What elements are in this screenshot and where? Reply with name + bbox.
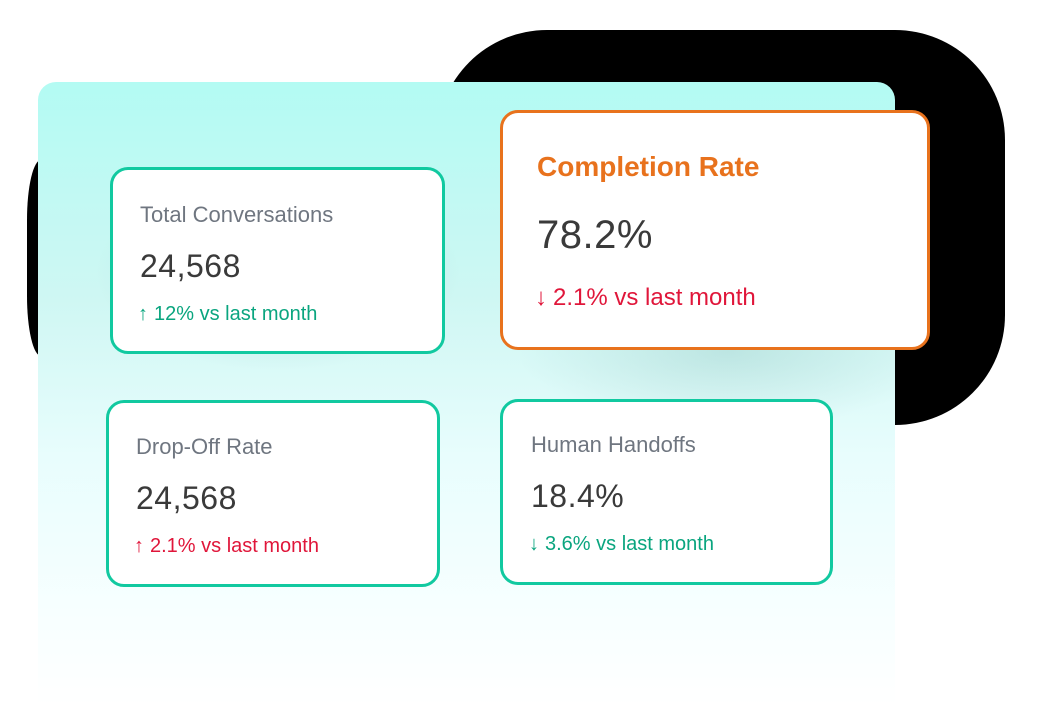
metric-card-completion-rate[interactable]: Completion Rate 78.2% ↓ 2.1% vs last mont… xyxy=(500,110,930,350)
metric-card-human-handoffs[interactable]: Human Handoffs 18.4% ↓ 3.6% vs last month xyxy=(500,399,833,585)
metric-delta-text: 12% vs last month xyxy=(154,303,318,325)
metric-title: Human Handoffs xyxy=(531,432,696,457)
metric-delta-text: 2.1% vs last month xyxy=(553,284,756,311)
arrow-down-icon: ↓ xyxy=(535,284,547,311)
metric-delta: ↑ 2.1% vs last month xyxy=(134,535,319,558)
metric-value: 24,568 xyxy=(136,480,237,516)
metric-delta-text: 3.6% vs last month xyxy=(545,533,714,555)
arrow-up-icon: ↑ xyxy=(138,303,148,325)
metric-title: Drop-Off Rate xyxy=(136,434,273,459)
metric-value: 78.2% xyxy=(537,213,653,257)
arrow-down-icon: ↓ xyxy=(529,533,539,555)
metric-value: 18.4% xyxy=(531,478,625,514)
metric-delta: ↑ 12% vs last month xyxy=(138,303,317,326)
arrow-up-icon: ↑ xyxy=(134,535,144,557)
metric-delta-text: 2.1% vs last month xyxy=(150,535,319,557)
metric-card-drop-off-rate[interactable]: Drop-Off Rate 24,568 ↑ 2.1% vs last month xyxy=(106,400,440,587)
metric-card-total-conversations[interactable]: Total Conversations 24,568 ↑ 12% vs last … xyxy=(110,167,445,354)
metric-delta: ↓ 3.6% vs last month xyxy=(529,533,714,556)
metric-title: Total Conversations xyxy=(140,202,334,227)
metric-delta: ↓ 2.1% vs last month xyxy=(535,284,756,312)
metric-title: Completion Rate xyxy=(537,151,760,182)
metric-value: 24,568 xyxy=(140,248,241,284)
